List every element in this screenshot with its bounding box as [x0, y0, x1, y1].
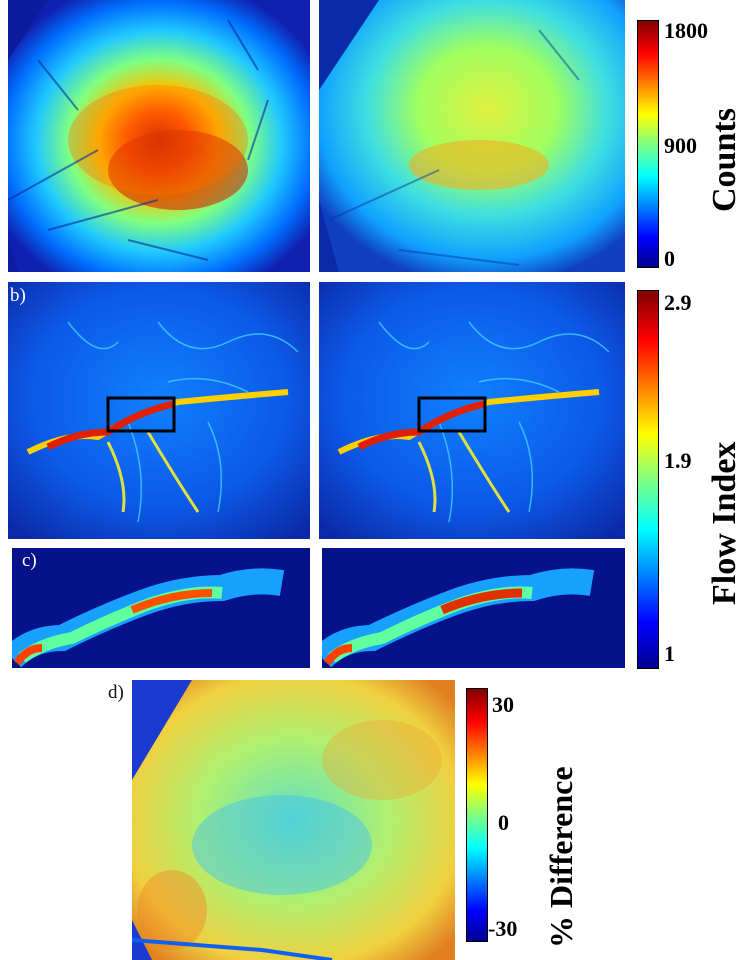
difference-image [132, 680, 455, 960]
counts-tick-min: 0 [664, 246, 675, 271]
diff-tick-max: 30 [492, 692, 514, 717]
flow-colorbar [637, 290, 659, 669]
diff-tick-min: -30 [488, 916, 518, 941]
panel-d-label: d) [108, 682, 124, 703]
panel-c-label: c) [22, 550, 37, 571]
flow-image-right [319, 282, 625, 539]
flow-tick-max: 2.9 [664, 290, 692, 315]
flow-tick-min: 1 [664, 641, 675, 666]
counts-tick-max: 1800 [664, 18, 708, 43]
flow-zoom-right [322, 548, 625, 668]
flow-zoom-left [12, 548, 310, 668]
difference-colorbar [466, 688, 488, 942]
flow-colorbar-title: Flow Index [706, 441, 743, 605]
flow-tick-mid: 1.9 [664, 448, 692, 473]
counts-tick-mid: 900 [664, 133, 697, 158]
flow-image-left [8, 282, 310, 539]
difference-colorbar-title: % Difference [543, 766, 579, 948]
roi-box-left [106, 396, 176, 433]
counts-image-left [8, 0, 310, 272]
counts-colorbar-title: Counts [706, 108, 743, 212]
diff-tick-mid: 0 [498, 810, 509, 835]
counts-colorbar [637, 20, 659, 268]
panel-b-label: b) [10, 285, 26, 306]
counts-image-right [319, 0, 625, 272]
roi-box-right [417, 396, 487, 433]
